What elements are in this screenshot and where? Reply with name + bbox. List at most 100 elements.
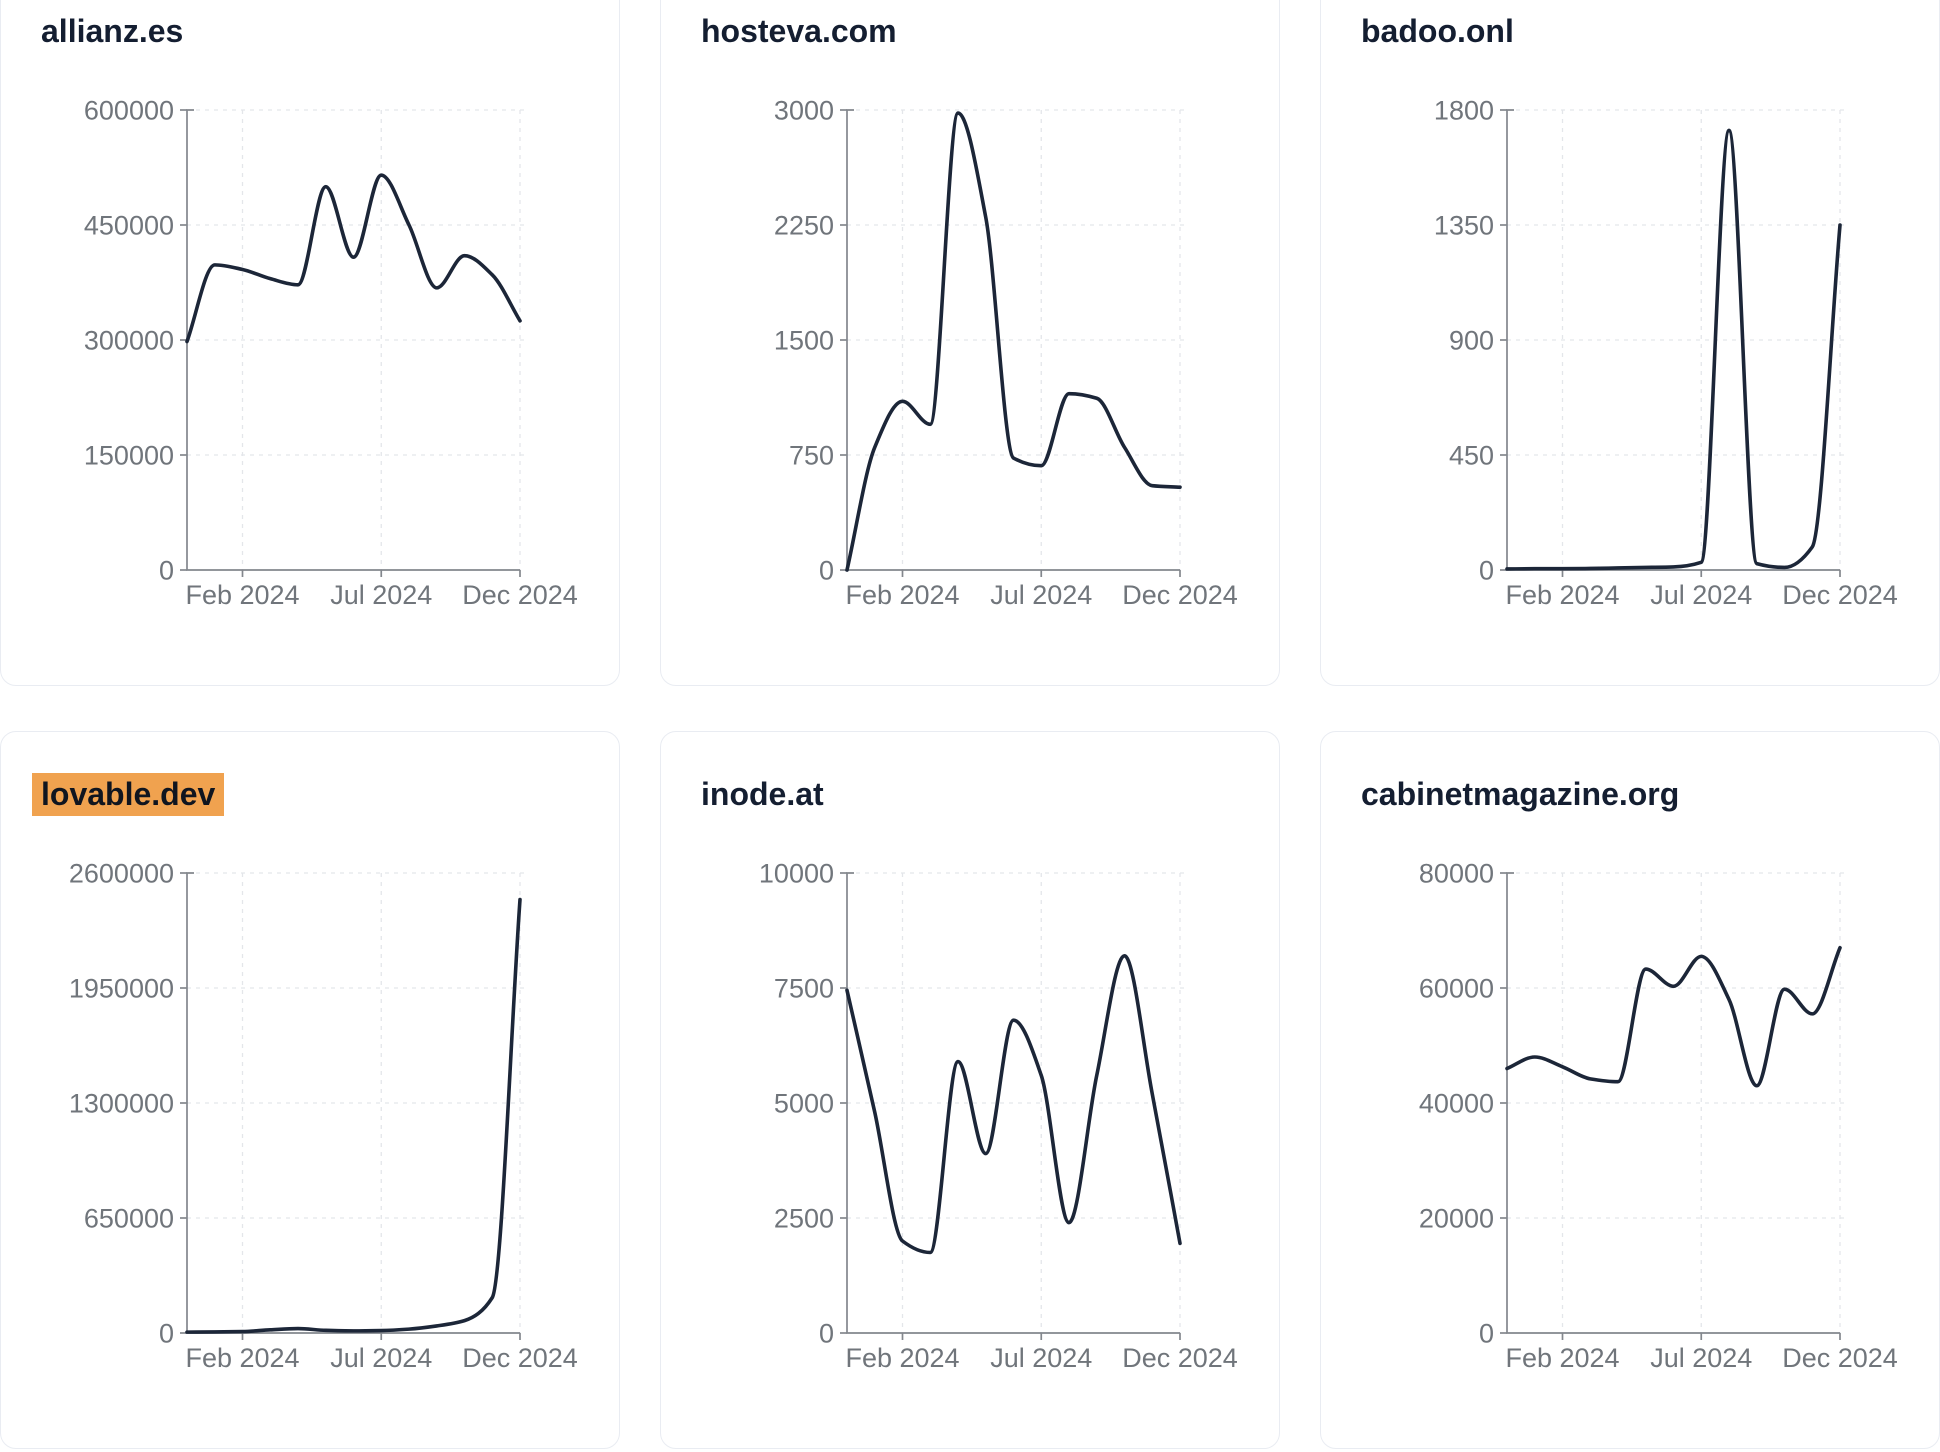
- chart-title-text-highlighted: lovable.dev: [32, 773, 225, 816]
- x-tick-label: Dec 2024: [1782, 1343, 1898, 1373]
- x-tick-label: Jul 2024: [990, 1343, 1092, 1373]
- y-tick-label: 0: [1479, 1319, 1494, 1349]
- gridlines: [847, 109, 1186, 570]
- chart-card-inode-at[interactable]: inode.at 0 2500 5000 7500 10000 Feb 2024 Jul 20…: [660, 731, 1280, 1449]
- x-axis-labels: Feb 2024 Jul 2024 Dec 2024: [845, 580, 1237, 610]
- axes: [180, 109, 521, 577]
- chart-title-text: cabinetmagazine.org: [1361, 776, 1680, 812]
- y-tick-label: 40000: [1419, 1089, 1494, 1119]
- y-tick-label: 2600000: [69, 859, 174, 889]
- x-tick-label: Dec 2024: [1122, 1343, 1238, 1373]
- x-tick-label: Feb 2024: [1505, 580, 1619, 610]
- y-axis-labels: 0 20000 40000 60000 80000: [1419, 859, 1494, 1349]
- x-tick-label: Feb 2024: [185, 580, 299, 610]
- y-tick-label: 450000: [84, 211, 174, 241]
- x-tick-label: Jul 2024: [1650, 580, 1752, 610]
- x-tick-label: Dec 2024: [1782, 580, 1898, 610]
- y-tick-label: 0: [819, 1319, 834, 1349]
- axes: [1500, 109, 1841, 577]
- chart-title-text: allianz.es: [41, 13, 184, 49]
- chart-title-text: badoo.onl: [1361, 13, 1514, 49]
- chart-card-cabinetmagazine-org[interactable]: cabinetmagazine.org 0 20000 40000 60000 80000…: [1320, 731, 1940, 1449]
- line-chart: 0 20000 40000 60000 80000 Feb 2024 Jul 2024 Dec…: [1419, 859, 1898, 1374]
- chart-title: badoo.onl: [1361, 13, 1514, 50]
- chart-card-badoo-onl[interactable]: badoo.onl 0 450 900 1350 1800 Feb 2024 Jul 2024…: [1320, 0, 1940, 686]
- y-tick-label: 900: [1449, 326, 1494, 356]
- y-axis-labels: 0 150000 300000 450000 600000: [84, 96, 174, 586]
- y-axis-labels: 0 2500 5000 7500 10000: [759, 859, 834, 1349]
- y-tick-label: 1950000: [69, 974, 174, 1004]
- series-line: [845, 954, 1182, 1255]
- y-tick-label: 650000: [84, 1204, 174, 1234]
- x-tick-label: Feb 2024: [845, 1343, 959, 1373]
- gridlines: [847, 872, 1186, 1333]
- gridlines: [187, 872, 526, 1333]
- y-tick-label: 150000: [84, 441, 174, 471]
- y-tick-label: 450: [1449, 441, 1494, 471]
- x-tick-label: Jul 2024: [330, 1343, 432, 1373]
- chart-title: lovable.dev: [32, 773, 225, 816]
- series-line: [185, 173, 522, 344]
- line-chart: 0 750 1500 2250 3000 Feb 2024 Jul 2024 Dec 2024: [774, 96, 1238, 611]
- y-tick-label: 3000: [774, 96, 834, 126]
- x-tick-label: Dec 2024: [462, 580, 578, 610]
- y-tick-label: 0: [159, 1319, 174, 1349]
- x-tick-label: Feb 2024: [1505, 1343, 1619, 1373]
- y-tick-label: 750: [789, 441, 834, 471]
- y-axis-labels: 0 450 900 1350 1800: [1434, 96, 1494, 586]
- y-tick-label: 2250: [774, 211, 834, 241]
- chart-title: hosteva.com: [701, 13, 897, 50]
- x-axis-labels: Feb 2024 Jul 2024 Dec 2024: [185, 1343, 577, 1373]
- chart-card-lovable-dev[interactable]: lovable.dev 0 650000 1300000 1950000 2600000 F…: [0, 731, 620, 1449]
- axes: [1500, 872, 1841, 1340]
- y-tick-label: 1800: [1434, 96, 1494, 126]
- gridlines: [1507, 109, 1846, 570]
- y-tick-label: 7500: [774, 974, 834, 1004]
- y-tick-label: 5000: [774, 1089, 834, 1119]
- x-axis-labels: Feb 2024 Jul 2024 Dec 2024: [1505, 1343, 1897, 1373]
- x-tick-label: Jul 2024: [1650, 1343, 1752, 1373]
- axes: [180, 872, 521, 1340]
- chart-title-text: hosteva.com: [701, 13, 897, 49]
- y-axis-labels: 0 750 1500 2250 3000: [774, 96, 834, 586]
- y-tick-label: 300000: [84, 326, 174, 356]
- chart-title: cabinetmagazine.org: [1361, 776, 1679, 813]
- x-tick-label: Jul 2024: [990, 580, 1092, 610]
- line-chart: 0 2500 5000 7500 10000 Feb 2024 Jul 2024 Dec 20…: [759, 859, 1238, 1374]
- y-tick-label: 10000: [759, 859, 834, 889]
- y-tick-label: 1300000: [69, 1089, 174, 1119]
- x-axis-labels: Feb 2024 Jul 2024 Dec 2024: [845, 1343, 1237, 1373]
- x-tick-label: Feb 2024: [185, 1343, 299, 1373]
- y-axis-labels: 0 650000 1300000 1950000 2600000: [69, 859, 174, 1349]
- line-chart: 0 650000 1300000 1950000 2600000 Feb 2024 Jul …: [69, 859, 578, 1374]
- chart-card-hosteva-com[interactable]: hosteva.com 0 750 1500 2250 3000 Feb 2024 Jul 2…: [660, 0, 1280, 686]
- gridlines: [187, 109, 526, 570]
- y-tick-label: 1500: [774, 326, 834, 356]
- x-axis-labels: Feb 2024 Jul 2024 Dec 2024: [185, 580, 577, 610]
- series-line: [185, 897, 522, 1334]
- chart-card-allianz-es[interactable]: allianz.es 0 150000 300000 450000 600000 Feb 2…: [0, 0, 620, 686]
- series-line: [845, 111, 1182, 572]
- y-tick-label: 60000: [1419, 974, 1494, 1004]
- x-tick-label: Dec 2024: [462, 1343, 578, 1373]
- axes: [840, 109, 1181, 577]
- line-chart: 0 450 900 1350 1800 Feb 2024 Jul 2024 Dec 2024: [1434, 96, 1898, 611]
- x-axis-labels: Feb 2024 Jul 2024 Dec 2024: [1505, 580, 1897, 610]
- x-tick-label: Jul 2024: [330, 580, 432, 610]
- y-tick-label: 0: [819, 556, 834, 586]
- y-tick-label: 1350: [1434, 211, 1494, 241]
- series-line: [1505, 945, 1842, 1088]
- y-tick-label: 0: [159, 556, 174, 586]
- y-tick-label: 80000: [1419, 859, 1494, 889]
- series-line: [1505, 128, 1842, 571]
- x-tick-label: Feb 2024: [845, 580, 959, 610]
- chart-title: inode.at: [701, 776, 824, 813]
- y-tick-label: 20000: [1419, 1204, 1494, 1234]
- chart-title: allianz.es: [41, 13, 183, 50]
- chart-title-text: inode.at: [701, 776, 824, 812]
- y-tick-label: 600000: [84, 96, 174, 126]
- y-tick-label: 0: [1479, 556, 1494, 586]
- x-tick-label: Dec 2024: [1122, 580, 1238, 610]
